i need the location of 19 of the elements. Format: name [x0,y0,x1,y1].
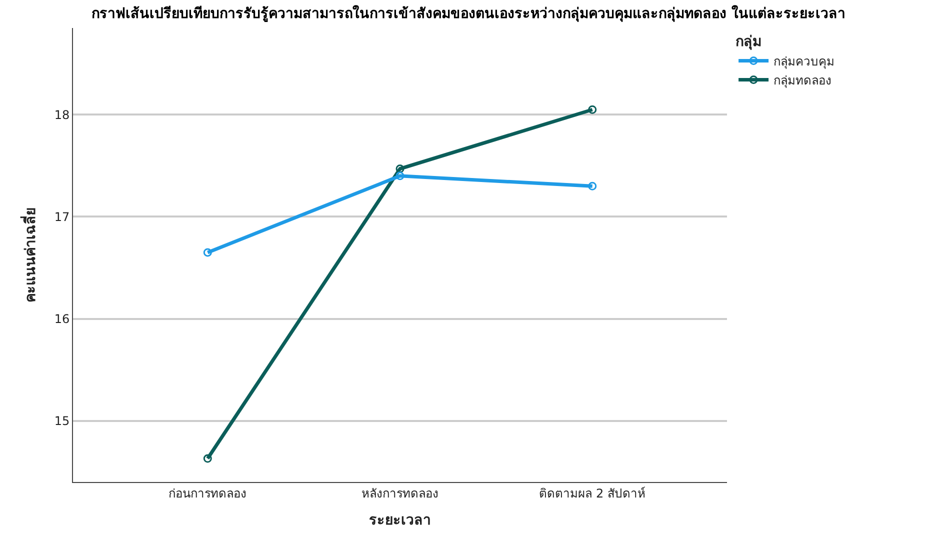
x-axis-title: ระยะเวลา [369,512,431,529]
legend-label: กลุ่มควบคุม [774,54,835,70]
x-tick-label: หลังการทดลอง [362,486,438,500]
legend-title: กลุ่ม [736,34,762,50]
y-tick-label: 15 [54,414,70,428]
y-tick-label: 17 [54,210,70,224]
y-tick-label: 16 [54,312,70,326]
x-tick-label: ติดตามผล 2 สัปดาห์ [539,486,646,500]
point [203,454,212,463]
y-tick-label: 18 [54,108,70,122]
point [203,248,212,257]
point [396,164,404,174]
point [588,182,597,190]
point [396,172,404,180]
chart-title: กราฟเส้นเปรียบเทียบการรับรู้ความสามารถในการเข้าสังคมของตนเองระหว่างกลุ่มควบคุมและกลุ่มทดลอง ในแต่ละระยะเวลา [92,4,846,22]
x-tick-label: ก่อนการทดลอง [168,486,247,500]
point [588,105,597,114]
legend-label: กลุ่มทดลอง [774,73,832,88]
y-axis-title: คะแนนค่าเฉลี่ย [20,208,39,302]
